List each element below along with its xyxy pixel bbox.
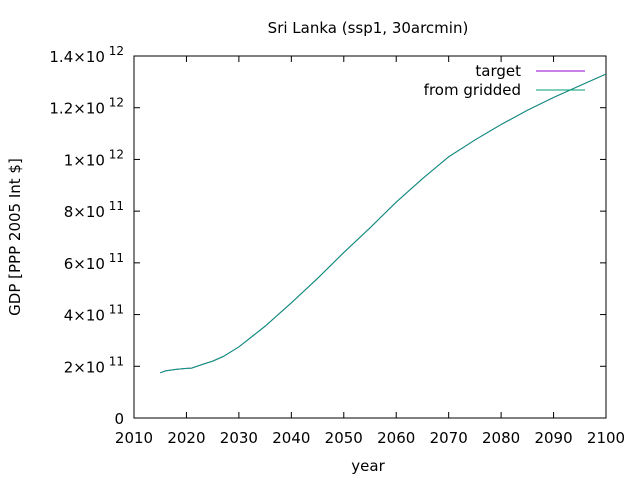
series-line-1 <box>160 73 607 374</box>
legend-label: from gridded <box>424 81 521 99</box>
x-tick-label: 2060 <box>377 429 415 447</box>
x-tick-label: 2070 <box>430 429 468 447</box>
chart-title: Sri Lanka (ssp1, 30arcmin) <box>268 19 469 37</box>
x-tick-label: 2090 <box>534 429 572 447</box>
x-tick-label: 2050 <box>325 429 363 447</box>
x-tick-label: 2040 <box>272 429 310 447</box>
y-tick-label: 6×10 11 <box>64 251 124 273</box>
y-tick-label: 1.2×10 12 <box>49 96 124 118</box>
x-tick-label: 2030 <box>220 429 258 447</box>
x-tick-label: 2100 <box>587 429 625 447</box>
x-axis-ticks: 2010 2020 2030 2040 2050 2060 2070 2080 2090 2100 <box>115 56 625 447</box>
legend-label: target <box>475 62 521 80</box>
y-tick-label: 1×10 12 <box>64 147 124 169</box>
series-line-0 <box>160 73 607 374</box>
series-lines <box>160 73 607 374</box>
y-tick-label: 0 <box>114 410 124 428</box>
y-tick-label: 1.4×10 12 <box>49 44 124 66</box>
y-tick-label: 4×10 11 <box>64 303 124 325</box>
y-tick-label: 2×10 11 <box>64 354 124 376</box>
y-tick-label: 8×10 11 <box>64 199 124 221</box>
x-tick-label: 2010 <box>115 429 153 447</box>
plot-frame <box>133 55 607 419</box>
x-tick-label: 2080 <box>482 429 520 447</box>
y-axis-ticks: 0 2×10 11 4×10 11 6×10 11 8×10 11 1×10 12 1.2×… <box>49 44 606 428</box>
x-axis-title: year <box>351 457 385 475</box>
x-tick-label: 2020 <box>167 429 205 447</box>
y-axis-title: GDP [PPP 2005 Int $] <box>6 158 24 316</box>
